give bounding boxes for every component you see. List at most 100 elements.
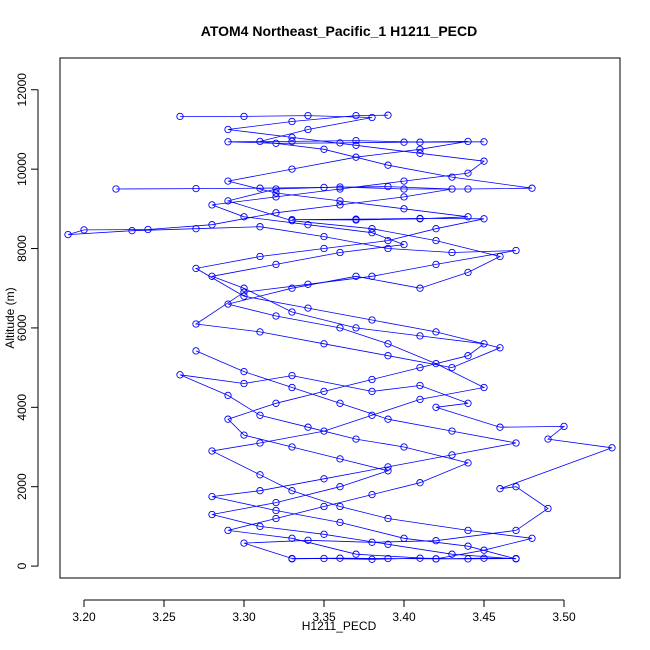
data-point (384, 467, 392, 475)
data-point (432, 555, 440, 563)
data-point (224, 125, 232, 134)
data-point (384, 415, 392, 423)
data-point (368, 316, 376, 324)
data-point (464, 526, 472, 535)
data-point (464, 137, 472, 146)
data-point (352, 435, 360, 443)
x-axis: 3.20 3.25 3.30 3.35 3.40 3.45 3.50 (72, 599, 576, 624)
data-point (128, 227, 136, 235)
data-point (512, 246, 520, 255)
data-point (464, 185, 472, 193)
data-point (272, 209, 280, 217)
data-point (384, 514, 392, 523)
data-point (448, 451, 456, 459)
data-point (336, 502, 344, 511)
y-axis: 0 2000 4000 6000 8000 10000 12000 (15, 73, 39, 569)
data-point (416, 363, 424, 372)
data-point (384, 111, 392, 119)
data-point (480, 138, 488, 146)
data-point (336, 201, 344, 209)
data-point (272, 498, 280, 507)
data-point (432, 225, 440, 233)
data-point (240, 539, 248, 547)
data-point (208, 492, 216, 501)
data-point (464, 399, 472, 407)
data-point (384, 340, 392, 348)
data-point (384, 352, 392, 360)
data-point (288, 443, 296, 451)
data-point (272, 139, 280, 147)
data-point (336, 455, 344, 463)
data-point (384, 463, 392, 471)
data-point (464, 352, 472, 360)
data-point (368, 555, 376, 563)
data-point (528, 184, 536, 192)
data-point (144, 225, 152, 234)
data-point (448, 427, 456, 435)
x-tick-label: 3.25 (152, 610, 176, 624)
data-point (208, 510, 216, 519)
data-point (304, 125, 312, 134)
data-point (336, 324, 344, 332)
data-point (64, 230, 72, 239)
data-point (432, 236, 440, 245)
data-point (416, 215, 424, 223)
data-point (112, 185, 120, 193)
data-point (544, 504, 552, 513)
data-point (288, 534, 296, 542)
data-point (512, 555, 520, 563)
data-point (480, 157, 488, 165)
data-point (464, 169, 472, 177)
data-point (304, 221, 312, 229)
data-point (272, 193, 280, 201)
data-point (288, 165, 296, 173)
data-point (256, 223, 264, 231)
data-point (256, 487, 264, 495)
data-point (320, 530, 328, 538)
data-point (352, 324, 360, 332)
data-point (320, 387, 328, 396)
data-point (176, 371, 184, 379)
data-point (448, 173, 456, 181)
series-3 (192, 111, 520, 563)
data-point (208, 221, 216, 229)
data-point (256, 184, 264, 192)
y-tick-label: 2000 (15, 473, 29, 500)
y-tick-label: 6000 (15, 314, 29, 341)
data-point (320, 427, 328, 435)
data-point (416, 479, 424, 487)
data-point (400, 185, 408, 193)
data-point (320, 554, 328, 563)
data-point (368, 490, 376, 499)
data-point (432, 328, 440, 336)
data-point (288, 133, 296, 142)
series-line (179, 115, 613, 560)
data-point (464, 542, 472, 550)
data-point (416, 149, 424, 157)
data-point (416, 332, 424, 340)
x-tick-label: 3.35 (312, 610, 336, 624)
data-point (304, 111, 312, 120)
data-point (384, 236, 392, 245)
data-point (320, 232, 328, 241)
data-point (416, 138, 424, 146)
data-point (400, 193, 408, 201)
data-point (320, 145, 328, 153)
data-point (368, 229, 376, 237)
data-point (304, 423, 312, 431)
series-1 (176, 111, 616, 563)
data-point (256, 328, 264, 336)
data-point (208, 201, 216, 209)
data-point (272, 514, 280, 523)
data-point (272, 399, 280, 407)
data-point (320, 244, 328, 253)
data-point (336, 185, 344, 193)
x-tick-label: 3.40 (392, 610, 416, 624)
plot-frame (59, 57, 621, 579)
data-point (240, 288, 248, 296)
data-point (224, 526, 232, 535)
data-point (224, 138, 232, 146)
data-point (80, 226, 88, 234)
data-point (272, 189, 280, 197)
data-point (288, 137, 296, 146)
